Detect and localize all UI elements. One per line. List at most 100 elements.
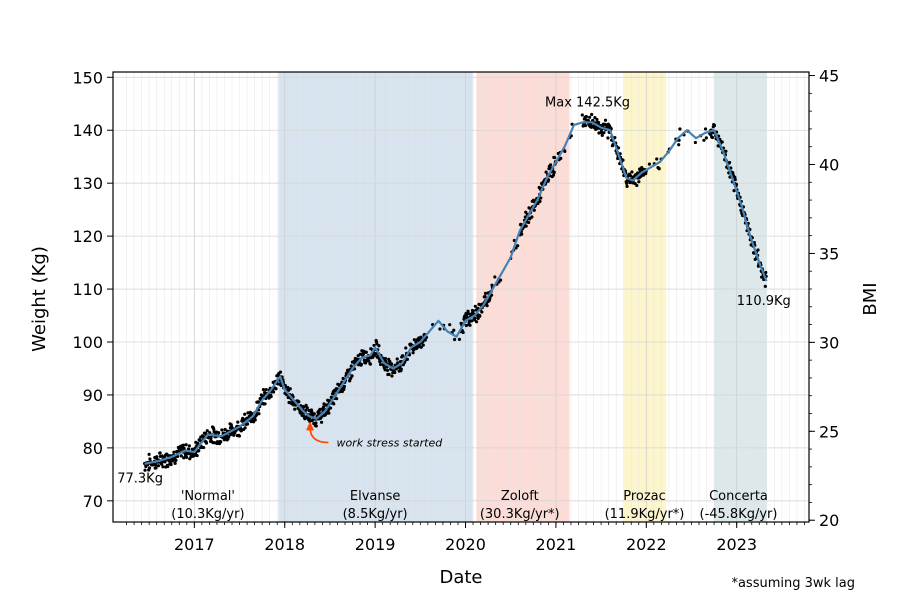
weight-point <box>186 447 191 451</box>
weight-point <box>314 424 318 428</box>
weight-point <box>212 430 216 434</box>
weight-point <box>548 163 553 167</box>
weight-point <box>530 215 534 219</box>
weight-point <box>257 412 261 416</box>
weight-point <box>647 162 652 166</box>
weight-point <box>559 156 563 160</box>
weight-point <box>314 421 318 425</box>
weight-point <box>174 458 178 462</box>
weight-point <box>464 312 468 316</box>
weight-point <box>438 327 442 331</box>
weight-point <box>196 441 200 445</box>
weight-point <box>704 136 708 140</box>
weight-point <box>243 426 247 430</box>
weight-point <box>310 409 314 414</box>
tick-label-x: 2019 <box>355 535 396 554</box>
period-rate-3: (11.9Kg/yr*) <box>605 507 685 522</box>
weight-point <box>352 359 356 363</box>
weight-point <box>181 443 185 447</box>
weight-point <box>305 406 309 410</box>
annotation-0: 77.3Kg <box>117 471 163 486</box>
tick-label-x: 2018 <box>264 535 305 554</box>
weight-point <box>516 244 520 248</box>
weight-point <box>217 431 221 435</box>
weight-point <box>154 466 158 470</box>
weight-point <box>678 127 682 131</box>
x-axis-label: Date <box>439 567 482 588</box>
weight-point <box>182 456 186 460</box>
weight-point <box>372 343 376 348</box>
weight-point <box>580 113 584 117</box>
weight-point <box>404 346 408 350</box>
weight-point <box>364 350 368 354</box>
weight-point <box>606 136 610 140</box>
weight-point <box>293 407 297 411</box>
weight-point <box>763 284 767 288</box>
weight-point <box>527 220 531 225</box>
weight-point <box>335 397 339 401</box>
weight-point <box>493 275 497 279</box>
weight-point <box>480 310 484 314</box>
weight-point <box>588 115 592 119</box>
weight-point <box>466 311 471 316</box>
weight-point <box>657 167 661 171</box>
tick-label-y2: 20 <box>819 511 839 530</box>
tick-label-x: 2022 <box>626 535 667 554</box>
shaded-periods <box>113 72 767 522</box>
tick-label-x: 2021 <box>536 535 577 554</box>
period-rate-4: (-45.8Kg/yr) <box>700 507 778 522</box>
weight-point <box>524 224 528 228</box>
weight-point <box>448 323 452 327</box>
footnote: *assuming 3wk lag <box>731 576 855 591</box>
weight-point <box>208 431 212 435</box>
weight-point <box>636 171 640 175</box>
weight-point <box>368 362 372 366</box>
axes: 2017 2018 2019 2020 2021 2022 2023 70 80 90 100 110… <box>72 67 839 554</box>
weight-point <box>250 411 254 416</box>
weight-point <box>227 435 231 439</box>
weight-point <box>583 123 588 128</box>
weight-point <box>400 354 405 358</box>
weight-point <box>419 335 423 339</box>
weight-point <box>536 201 540 206</box>
annotation-work-stress: work stress started <box>336 437 443 450</box>
weight-point <box>596 121 601 125</box>
weight-point <box>703 127 708 131</box>
weight-point <box>200 434 204 438</box>
weight-point <box>693 140 697 145</box>
weight-point <box>411 351 415 355</box>
weight-point <box>590 112 594 117</box>
tick-label-y: 110 <box>72 280 103 299</box>
weight-point <box>625 184 629 188</box>
tick-label-y: 100 <box>72 333 103 352</box>
weight-point <box>478 314 482 318</box>
weight-point <box>702 138 706 142</box>
weight-trend-line <box>144 121 768 465</box>
weight-point <box>393 370 397 375</box>
weight-point <box>243 412 247 416</box>
weight-point <box>532 208 536 212</box>
weight-point <box>457 337 462 341</box>
weight-point <box>166 464 170 469</box>
weight-point <box>630 170 634 174</box>
weight-point <box>204 441 209 445</box>
weight-point <box>187 444 191 448</box>
weight-point <box>342 384 346 389</box>
weight-point <box>212 441 217 445</box>
weight-point <box>156 464 161 468</box>
weight-point <box>197 449 201 453</box>
weight-point <box>710 135 715 140</box>
weight-point <box>286 385 290 390</box>
weight-point <box>396 361 400 365</box>
weight-point <box>498 278 503 282</box>
weight-point <box>349 364 353 368</box>
weight-point <box>387 372 391 376</box>
weight-point <box>677 143 681 147</box>
tick-label-y: 80 <box>83 439 103 458</box>
weight-point <box>307 408 311 413</box>
weight-point <box>245 422 250 426</box>
weight-point <box>318 407 322 411</box>
tick-label-y2: 45 <box>819 67 839 86</box>
weight-point <box>655 157 659 161</box>
weight-point <box>143 468 147 472</box>
